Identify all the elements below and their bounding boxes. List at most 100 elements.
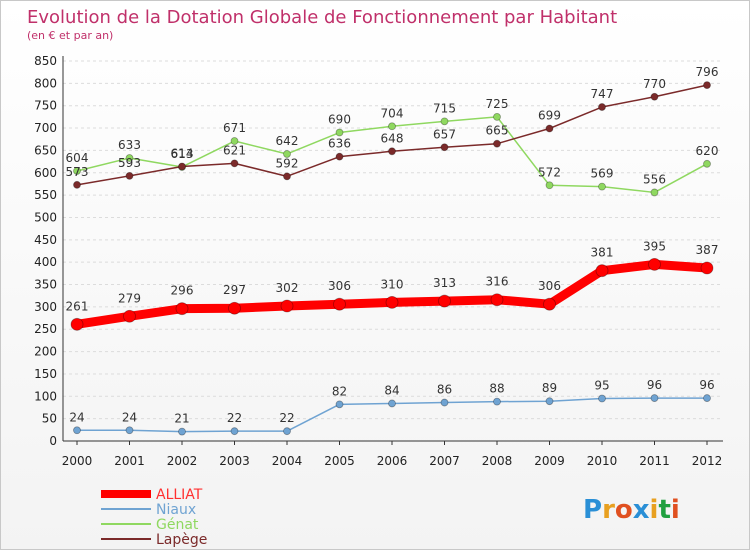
x-tick-label: 2003 bbox=[219, 454, 250, 468]
data-label: 296 bbox=[171, 284, 194, 298]
data-point bbox=[650, 92, 659, 101]
data-point bbox=[335, 152, 344, 161]
y-tick-label: 550 bbox=[34, 188, 57, 202]
data-label: 95 bbox=[594, 379, 609, 393]
y-tick-label: 750 bbox=[34, 99, 57, 113]
data-point bbox=[493, 139, 501, 148]
data-point bbox=[703, 394, 711, 402]
data-point bbox=[73, 180, 81, 189]
data-label: 704 bbox=[381, 106, 404, 120]
data-point bbox=[123, 309, 136, 323]
data-point bbox=[543, 297, 556, 311]
chart-subtitle: (en € et par an) bbox=[27, 29, 113, 42]
data-point bbox=[490, 293, 504, 307]
data-label: 636 bbox=[328, 137, 351, 151]
data-point bbox=[73, 167, 81, 175]
x-tick-label: 2007 bbox=[429, 454, 460, 468]
data-point bbox=[440, 398, 449, 407]
data-label: 381 bbox=[591, 246, 614, 260]
y-tick-label: 200 bbox=[34, 345, 57, 359]
data-point bbox=[335, 400, 344, 409]
data-label: 642 bbox=[276, 134, 299, 148]
data-point bbox=[283, 172, 291, 181]
data-point bbox=[650, 188, 659, 197]
data-label: 297 bbox=[223, 283, 246, 297]
y-tick-label: 50 bbox=[42, 412, 57, 426]
data-point bbox=[595, 264, 609, 278]
data-label: 310 bbox=[381, 277, 404, 291]
y-tick-label: 0 bbox=[49, 434, 57, 448]
data-label: 572 bbox=[538, 165, 561, 179]
x-tick-label: 2006 bbox=[377, 454, 408, 468]
data-label: 261 bbox=[66, 299, 89, 313]
data-label: 96 bbox=[699, 378, 714, 392]
data-label: 24 bbox=[122, 410, 137, 424]
data-point bbox=[388, 147, 396, 156]
y-tick-label: 250 bbox=[34, 322, 57, 336]
data-label: 316 bbox=[486, 275, 509, 289]
data-point bbox=[230, 427, 239, 436]
data-point bbox=[493, 112, 501, 121]
y-tick-label: 350 bbox=[34, 278, 57, 292]
data-point bbox=[545, 181, 554, 190]
axes: 0 50 100 150 200 250 300 350 400 450 500 550 600 650 7… bbox=[34, 54, 723, 468]
data-point bbox=[598, 103, 606, 111]
data-label: 313 bbox=[433, 276, 456, 290]
data-label: 747 bbox=[591, 87, 614, 101]
proxiti-logo: Proxiti bbox=[583, 495, 680, 525]
x-tick-label: 2009 bbox=[534, 454, 565, 468]
x-tick-label: 2005 bbox=[324, 454, 355, 468]
x-tick-label: 2010 bbox=[587, 454, 618, 468]
data-label: 387 bbox=[696, 243, 719, 257]
data-label: 715 bbox=[433, 101, 456, 115]
data-label: 86 bbox=[437, 383, 452, 397]
data-point bbox=[333, 297, 346, 311]
data-point bbox=[493, 397, 501, 406]
x-tick-label: 2012 bbox=[692, 454, 723, 468]
series-lines bbox=[70, 81, 714, 436]
data-point bbox=[283, 427, 291, 436]
data-label: 671 bbox=[223, 121, 246, 135]
data-label: 633 bbox=[118, 138, 141, 152]
data-point bbox=[178, 162, 186, 171]
data-label: 84 bbox=[384, 383, 399, 397]
data-label: 96 bbox=[647, 378, 662, 392]
x-tick-label: 2011 bbox=[639, 454, 670, 468]
data-point bbox=[178, 427, 186, 436]
data-label: 770 bbox=[643, 77, 666, 91]
data-label: 89 bbox=[542, 381, 557, 395]
data-label: 22 bbox=[227, 411, 242, 425]
data-label: 648 bbox=[381, 131, 404, 145]
data-point bbox=[598, 182, 606, 191]
data-point bbox=[545, 397, 554, 406]
data-point bbox=[70, 317, 84, 331]
data-point bbox=[125, 171, 134, 180]
x-tick-label: 2008 bbox=[482, 454, 513, 468]
data-label: 306 bbox=[328, 279, 351, 293]
x-tick-label: 2004 bbox=[272, 454, 303, 468]
x-tick-label: 2002 bbox=[167, 454, 198, 468]
data-label: 569 bbox=[591, 167, 614, 181]
data-point bbox=[125, 426, 134, 435]
data-point bbox=[438, 294, 451, 308]
data-point bbox=[440, 117, 449, 126]
data-label: 725 bbox=[486, 97, 509, 111]
legend-label: Lapège bbox=[156, 532, 207, 548]
legend-label: Génat bbox=[156, 517, 199, 533]
data-label: 302 bbox=[276, 281, 299, 295]
data-point bbox=[703, 81, 711, 90]
data-point bbox=[230, 137, 239, 145]
y-tick-label: 450 bbox=[34, 233, 57, 247]
x-tick-label: 2000 bbox=[62, 454, 93, 468]
data-label: 21 bbox=[174, 412, 189, 426]
data-point bbox=[650, 394, 659, 402]
legend-label: ALLIAT bbox=[156, 487, 203, 503]
y-tick-label: 600 bbox=[34, 166, 57, 180]
data-point bbox=[283, 150, 291, 158]
data-label: 657 bbox=[433, 127, 456, 141]
data-point bbox=[388, 399, 396, 408]
data-point bbox=[700, 261, 714, 275]
